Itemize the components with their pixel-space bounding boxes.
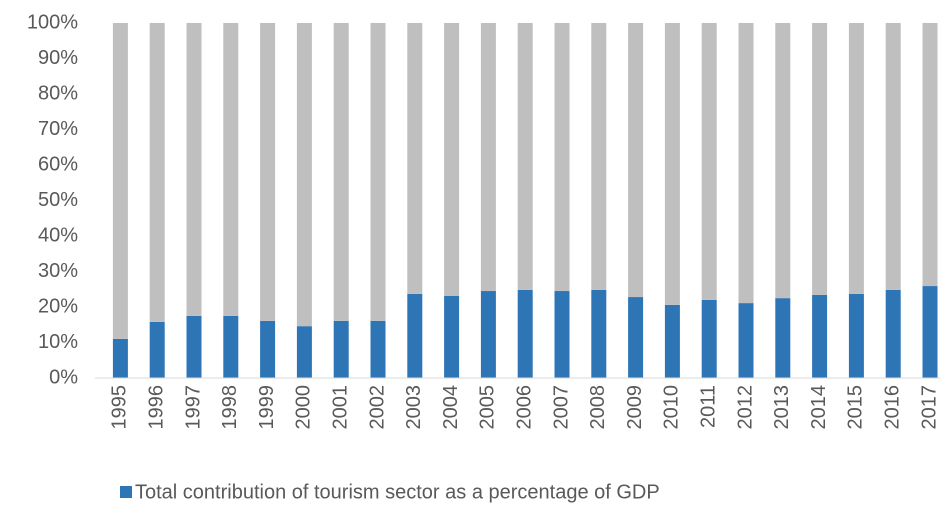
y-tick-label: 20% [38,295,78,317]
bar-segment [186,315,202,378]
bar-segment [444,295,460,378]
x-tick-label: 2001 [329,385,351,430]
bar-segment [922,286,938,378]
y-tick-label: 60% [38,153,78,175]
bar-segment [260,23,276,321]
bar-segment [112,23,128,339]
bar-segment [775,298,791,378]
x-tick-label: 2007 [550,385,572,430]
bar-segment [701,299,717,378]
bar-segment [591,23,607,290]
y-tick-label: 100% [27,11,78,33]
bar-segment [444,23,460,296]
bar-segment [517,289,533,378]
y-tick-label: 70% [38,118,78,140]
y-tick-label: 30% [38,260,78,282]
legend-label: Total contribution of tourism sector as … [135,481,660,503]
bar-segment [333,23,349,321]
bar-segment [554,291,570,378]
x-tick-label: 2008 [587,385,609,430]
x-tick-label: 2009 [624,385,646,430]
y-tick-label: 40% [38,224,78,246]
bar-segment [480,23,496,292]
y-tick-label: 10% [38,331,78,353]
bar-segment [738,23,754,304]
bar-segment [112,338,128,378]
bar-segment [591,289,607,378]
x-tick-label: 2004 [440,385,462,430]
x-tick-label: 2012 [734,385,756,430]
bar-segment [149,321,165,378]
bar-segment [738,303,754,378]
bar-segment [296,326,312,378]
bar-segment [370,320,386,378]
bar-segment [848,293,864,378]
x-tick-label: 2006 [513,385,535,430]
bar-segment [701,23,717,300]
bar-segment [848,23,864,294]
x-tick-label: 2017 [918,385,940,430]
bar-segment [554,23,570,292]
x-tick-label: 1999 [256,385,278,430]
bar-segment [885,23,901,290]
x-tick-label: 2005 [477,385,499,430]
x-tick-label: 2000 [293,385,315,430]
x-tick-label: 2002 [366,385,388,430]
x-tick-label: 1996 [145,385,167,430]
bar-segment [296,23,312,327]
bar-segment [223,23,239,316]
x-tick-label: 2014 [808,385,830,430]
y-tick-label: 90% [38,47,78,69]
x-tick-label: 2003 [403,385,425,430]
x-tick-label: 1997 [182,385,204,430]
bar-segment [664,304,680,378]
bar-segment [812,23,828,295]
y-tick-label: 50% [38,189,78,211]
bar-segment [149,23,165,322]
y-tick-label: 0% [49,366,78,388]
x-tick-label: 1995 [109,385,131,430]
x-tick-label: 1998 [219,385,241,430]
bar-segment [407,293,423,378]
bar-segment [517,23,533,290]
bar-segment [628,23,644,298]
bar-segment [407,23,423,294]
bar-segment [333,320,349,378]
bar-segment [664,23,680,305]
bar-segment [370,23,386,321]
y-tick-label: 80% [38,82,78,104]
bar-segment [260,320,276,378]
bar-segment [480,291,496,378]
x-tick-label: 2015 [845,385,867,430]
x-tick-label: 2013 [771,385,793,430]
bar-segment [775,23,791,299]
x-tick-label: 2016 [881,385,903,430]
bar-segment [223,315,239,378]
bar-segment [186,23,202,316]
bar-segment [812,294,828,378]
bar-segment [922,23,938,287]
bar-segment [885,289,901,378]
x-tick-label: 2010 [661,385,683,430]
legend-swatch [120,486,132,498]
bar-segment [628,297,644,378]
x-tick-label: 2011 [697,385,719,428]
